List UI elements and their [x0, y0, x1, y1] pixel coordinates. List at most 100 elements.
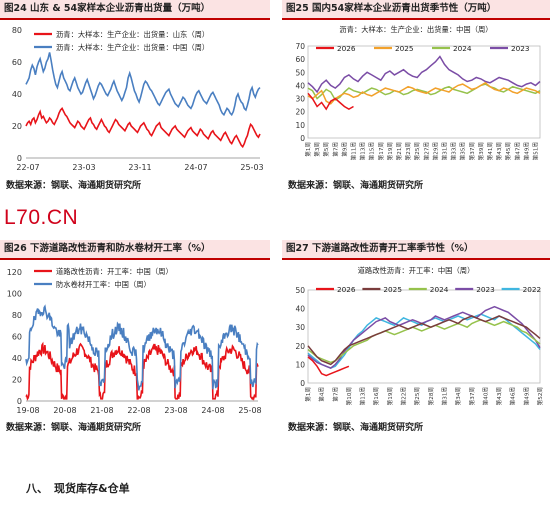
- y-tick-label: 60: [295, 55, 305, 64]
- legend-label: 沥青：大样本：生产企业：出货量：山东（周）: [56, 30, 209, 39]
- x-tick-label: 第43周: [495, 142, 503, 160]
- x-tick-label: 第49周: [522, 387, 530, 405]
- chart-fig27: 0 10 20 30 40 50 第1周 第4周 第7周 第10周 第13周 第16周 第19周 第22周…: [282, 262, 550, 417]
- x-tick-label: 第25周: [413, 387, 421, 405]
- x-tick-label: 第10周: [345, 387, 353, 405]
- x-tick-label: 第9周: [340, 142, 348, 157]
- legend-title: 沥青：大样本：生产企业：出货量：中国（周）: [339, 25, 492, 34]
- x-tick-label: 20-08: [53, 406, 76, 415]
- x-tick-label: 第45周: [504, 142, 512, 160]
- x-tick-label: 第49周: [522, 142, 530, 160]
- x-tick-label: 23-08: [164, 406, 187, 415]
- x-tick-label: 第5周: [322, 142, 330, 157]
- x-tick-label: 第15周: [368, 142, 376, 160]
- x-tick-label: 第37周: [468, 142, 476, 160]
- x-tick-label: 24-08: [201, 406, 224, 415]
- series-line: [307, 81, 541, 105]
- x-tick-label: 第25周: [413, 142, 421, 160]
- series-line: [307, 315, 541, 366]
- x-tick-label: 23-03: [72, 163, 95, 172]
- series-line: [25, 341, 259, 401]
- y-tick-label: 10: [295, 360, 305, 369]
- y-tick-label: 20: [12, 122, 22, 131]
- series-line: [307, 356, 350, 377]
- legend-label: 2022: [523, 285, 542, 294]
- x-tick-label: 第31周: [441, 387, 449, 405]
- x-tick-label: 第17周: [377, 142, 385, 160]
- panel-fig24: 图24 山东 & 54家样本企业沥青出货量（万吨） 0 20 40 60 80 22-07…: [0, 0, 270, 195]
- x-tick-label: 第19周: [386, 387, 394, 405]
- y-tick-label: 60: [12, 333, 22, 342]
- y-tick-label: 60: [12, 58, 22, 67]
- chart-source: 数据来源：钢联、海通期货研究所: [6, 181, 142, 191]
- chart-source: 数据来源：钢联、海通期货研究所: [288, 423, 424, 433]
- x-tick-label: 第1周: [304, 142, 312, 157]
- series-line: [25, 107, 261, 149]
- x-tick-label: 第19周: [386, 142, 394, 160]
- x-tick-label: 第27周: [422, 142, 430, 160]
- y-tick-label: 10: [295, 121, 305, 130]
- series-line: [307, 92, 354, 111]
- chart-title: 图24 山东 & 54家样本企业沥青出货量（万吨）: [0, 0, 270, 20]
- legend-title: 道路改性沥青：开工率：中国（周）: [358, 266, 475, 275]
- legend-label: 2026: [337, 285, 356, 294]
- x-tick-label: 22-08: [127, 406, 150, 415]
- x-tick-label: 24-07: [184, 163, 207, 172]
- watermark-logo: L70.CN: [4, 206, 79, 229]
- x-tick-label: 25-03: [240, 163, 263, 172]
- y-tick-label: 0: [300, 379, 305, 388]
- y-tick-label: 40: [12, 354, 22, 363]
- x-tick-label: 第1周: [304, 387, 312, 402]
- plot-frame: [307, 45, 541, 139]
- x-tick-label: 第13周: [359, 142, 367, 160]
- legend-label: 防水卷材开工率：中国（周）: [56, 280, 151, 289]
- section-number: 八、: [26, 482, 48, 495]
- y-tick-label: 30: [295, 95, 305, 104]
- y-tick-label: 50: [295, 286, 305, 295]
- x-tick-label: 21-08: [90, 406, 113, 415]
- x-tick-label: 第37周: [468, 387, 476, 405]
- x-tick-label: 第16周: [372, 387, 380, 405]
- y-tick-label: 80: [12, 311, 22, 320]
- x-tick-label: 23-11: [128, 163, 151, 172]
- y-tick-label: 120: [7, 268, 22, 277]
- x-tick-label: 第34周: [454, 387, 462, 405]
- y-tick-label: 0: [17, 397, 22, 406]
- x-tick-label: 第39周: [477, 142, 485, 160]
- y-tick-label: 40: [12, 90, 22, 99]
- x-tick-label: 第3周: [313, 142, 321, 157]
- y-tick-label: 100: [7, 290, 22, 299]
- y-tick-label: 80: [12, 26, 22, 35]
- legend-label: 2024: [453, 44, 472, 53]
- legend-label: 沥青：大样本：生产企业：出货量：中国（周）: [56, 43, 209, 52]
- x-tick-label: 第46周: [509, 387, 517, 405]
- series-line: [307, 83, 541, 101]
- section-title: 现货库存&仓单: [54, 482, 130, 495]
- x-tick-label: 第11周: [350, 142, 358, 160]
- chart-fig25: 0 10 20 30 40 50 60 70 第1周 第3周 第5周 第7周 第9周 第11周 第13周 第1…: [282, 22, 550, 172]
- chart-source: 数据来源：钢联、海通期货研究所: [288, 181, 424, 191]
- x-tick-label: 第4周: [318, 387, 326, 402]
- y-tick-label: 40: [295, 81, 305, 90]
- series-line: [25, 304, 259, 391]
- series-line: [307, 305, 541, 369]
- x-tick-label: 第52周: [536, 387, 544, 405]
- chart-fig26: 0 20 40 60 80 100 120 19-08 20-08 21-08 22-08 23-08…: [0, 262, 270, 417]
- legend-label: 2023: [511, 44, 530, 53]
- x-tick-label: 25-08: [238, 406, 261, 415]
- x-tick-label: 第40周: [481, 387, 489, 405]
- legend-label: 2023: [476, 285, 495, 294]
- series-line: [307, 318, 541, 364]
- y-tick-label: 50: [295, 68, 305, 77]
- x-tick-label: 第7周: [331, 387, 339, 402]
- y-tick-label: 40: [295, 305, 305, 314]
- x-tick-label: 第51周: [532, 142, 540, 160]
- legend-label: 2025: [383, 285, 402, 294]
- panel-fig26: 图26 下游道路改性沥青和防水卷材开工率（%） 0 20 40 60 80 100 120 1…: [0, 240, 270, 435]
- chart-fig24: 0 20 40 60 80 22-07 23-03 23-11 24-07 25-03 沥青：大样本…: [0, 22, 270, 172]
- x-tick-label: 第47周: [513, 142, 521, 160]
- x-tick-label: 第13周: [359, 387, 367, 405]
- legend-label: 2024: [430, 285, 449, 294]
- y-tick-label: 30: [295, 323, 305, 332]
- section-heading: 八、 现货库存&仓单: [26, 480, 136, 496]
